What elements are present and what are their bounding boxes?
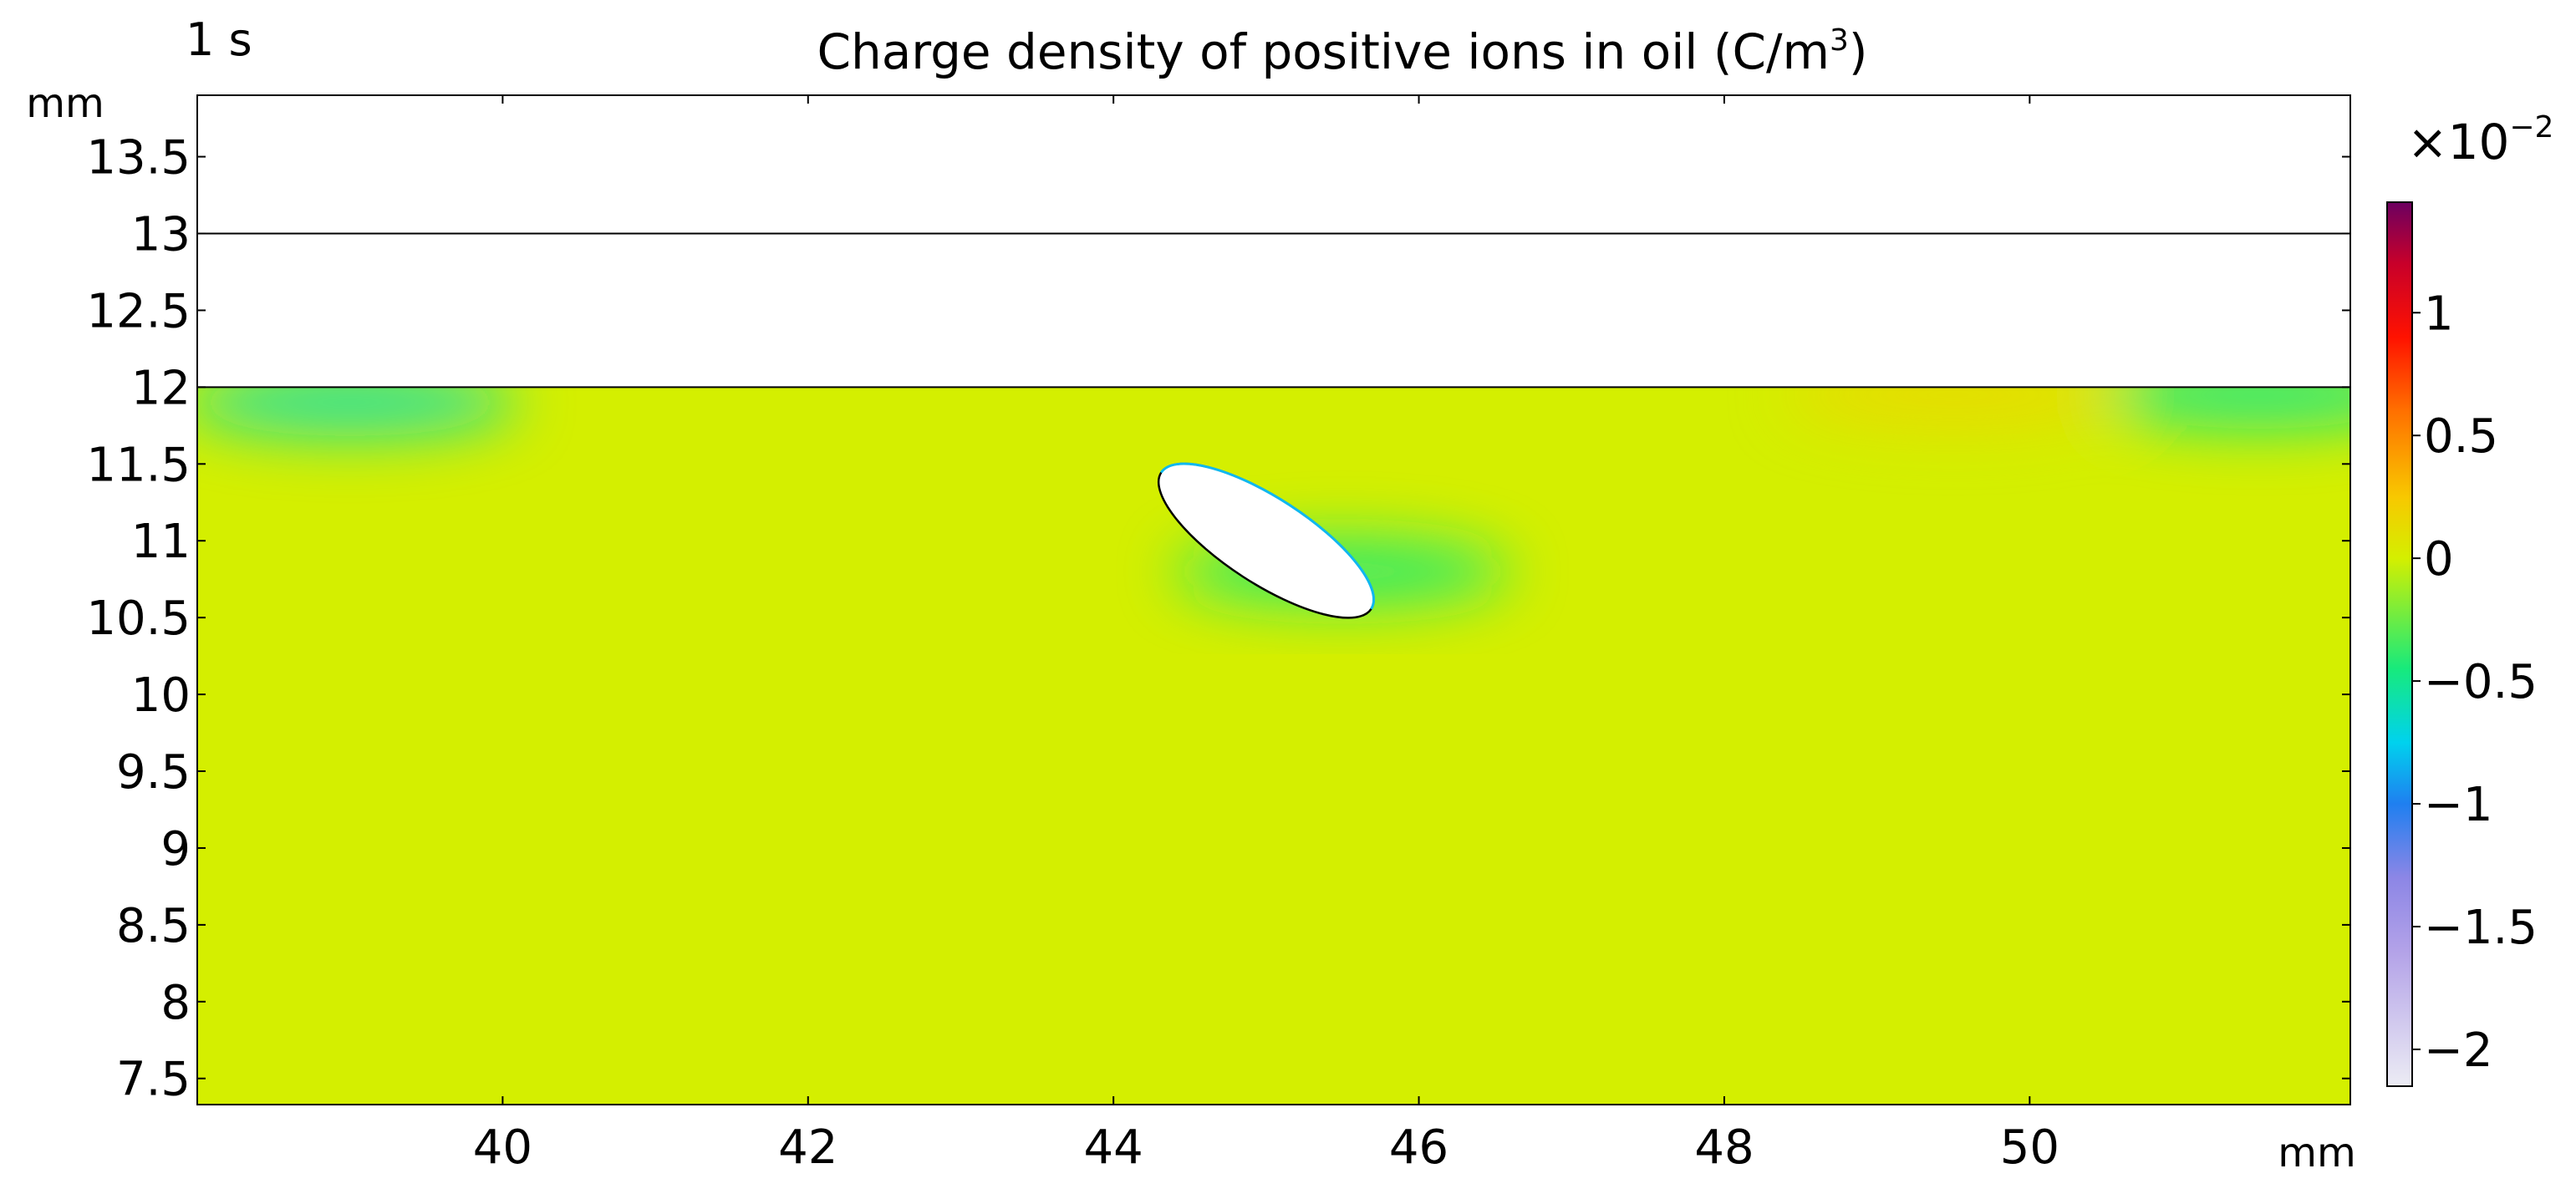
y-tick-label: 9.5 xyxy=(116,745,191,800)
y-tick-label: 11.5 xyxy=(86,438,191,492)
colorbar-multiplier: ×10−2 xyxy=(2407,110,2553,170)
colorbar-multiplier-exponent: −2 xyxy=(2509,110,2553,145)
y-tick-label: 13.5 xyxy=(86,131,191,185)
colorbar-ticks: 1 0.5 0 −0.5 −1 −1.5 −2 xyxy=(2412,287,2538,1078)
chart-title-suffix: ) xyxy=(1849,23,1868,80)
x-tick-label: 44 xyxy=(1084,1120,1143,1175)
x-tick-label: 50 xyxy=(2000,1120,2059,1175)
y-tick-label: 12.5 xyxy=(86,284,191,338)
colorbar-tick-label: 0.5 xyxy=(2424,409,2498,464)
chart-title-main: Charge density of positive ions in oil (… xyxy=(817,23,1830,80)
chart-title: Charge density of positive ions in oil (… xyxy=(817,23,1867,80)
y-tick-label: 7.5 xyxy=(116,1053,191,1107)
y-tick-label: 9 xyxy=(160,822,191,876)
x-unit-label: mm xyxy=(2278,1130,2356,1176)
y-tick-label: 11 xyxy=(131,515,191,569)
y-tick-label: 8.5 xyxy=(116,899,191,953)
colorbar-tick-label: −1 xyxy=(2424,778,2493,832)
colorbar-tick-label: −2 xyxy=(2424,1024,2493,1078)
y-tick-label: 13 xyxy=(131,207,191,262)
y-tick-label: 10.5 xyxy=(86,592,191,646)
x-tick-label: 46 xyxy=(1389,1120,1448,1175)
x-tick-label: 40 xyxy=(473,1120,532,1175)
colorbar-tick-label: 0 xyxy=(2424,532,2454,587)
x-tick-label: 48 xyxy=(1694,1120,1754,1175)
y-tick-label: 12 xyxy=(131,361,191,415)
plot-frame xyxy=(196,94,2351,1105)
field-feature-2 xyxy=(1785,387,2121,429)
plot-area: 40 42 44 46 48 50 13.5 13 12.5 12 11.5 11 10.5 10 9.5… xyxy=(86,94,2351,1175)
charge-density-field xyxy=(197,387,2350,1105)
field-feature-0 xyxy=(197,387,518,437)
y-tick-label: 10 xyxy=(131,668,191,723)
colorbar-tick-label: 1 xyxy=(2424,287,2454,341)
y-unit-label: mm xyxy=(26,80,104,127)
time-label: 1 s xyxy=(186,13,252,66)
colorbar-ramp xyxy=(2386,201,2413,1087)
colorbar-multiplier-base: ×10 xyxy=(2407,114,2509,170)
colorbar-tick-label: −1.5 xyxy=(2424,901,2538,955)
x-tick-label: 42 xyxy=(778,1120,837,1175)
colorbar: ×10−2 10.50−0.5−1−1.5−2 xyxy=(2386,110,2553,1087)
field-feature-1 xyxy=(2090,387,2350,429)
boundary-lines xyxy=(197,232,2350,389)
y-axis-ticks: 13.5 13 12.5 12 11.5 11 10.5 10 9.5 9 8.5 8 7.5 xyxy=(86,131,2350,1107)
y-tick-label: 8 xyxy=(160,976,191,1030)
colorbar-tick-label: −0.5 xyxy=(2424,655,2538,709)
chart-title-superscript: 3 xyxy=(1830,23,1849,58)
x-axis-ticks: 40 42 44 46 48 50 xyxy=(473,95,2059,1175)
bubble-edge-highlight xyxy=(1159,462,1376,610)
